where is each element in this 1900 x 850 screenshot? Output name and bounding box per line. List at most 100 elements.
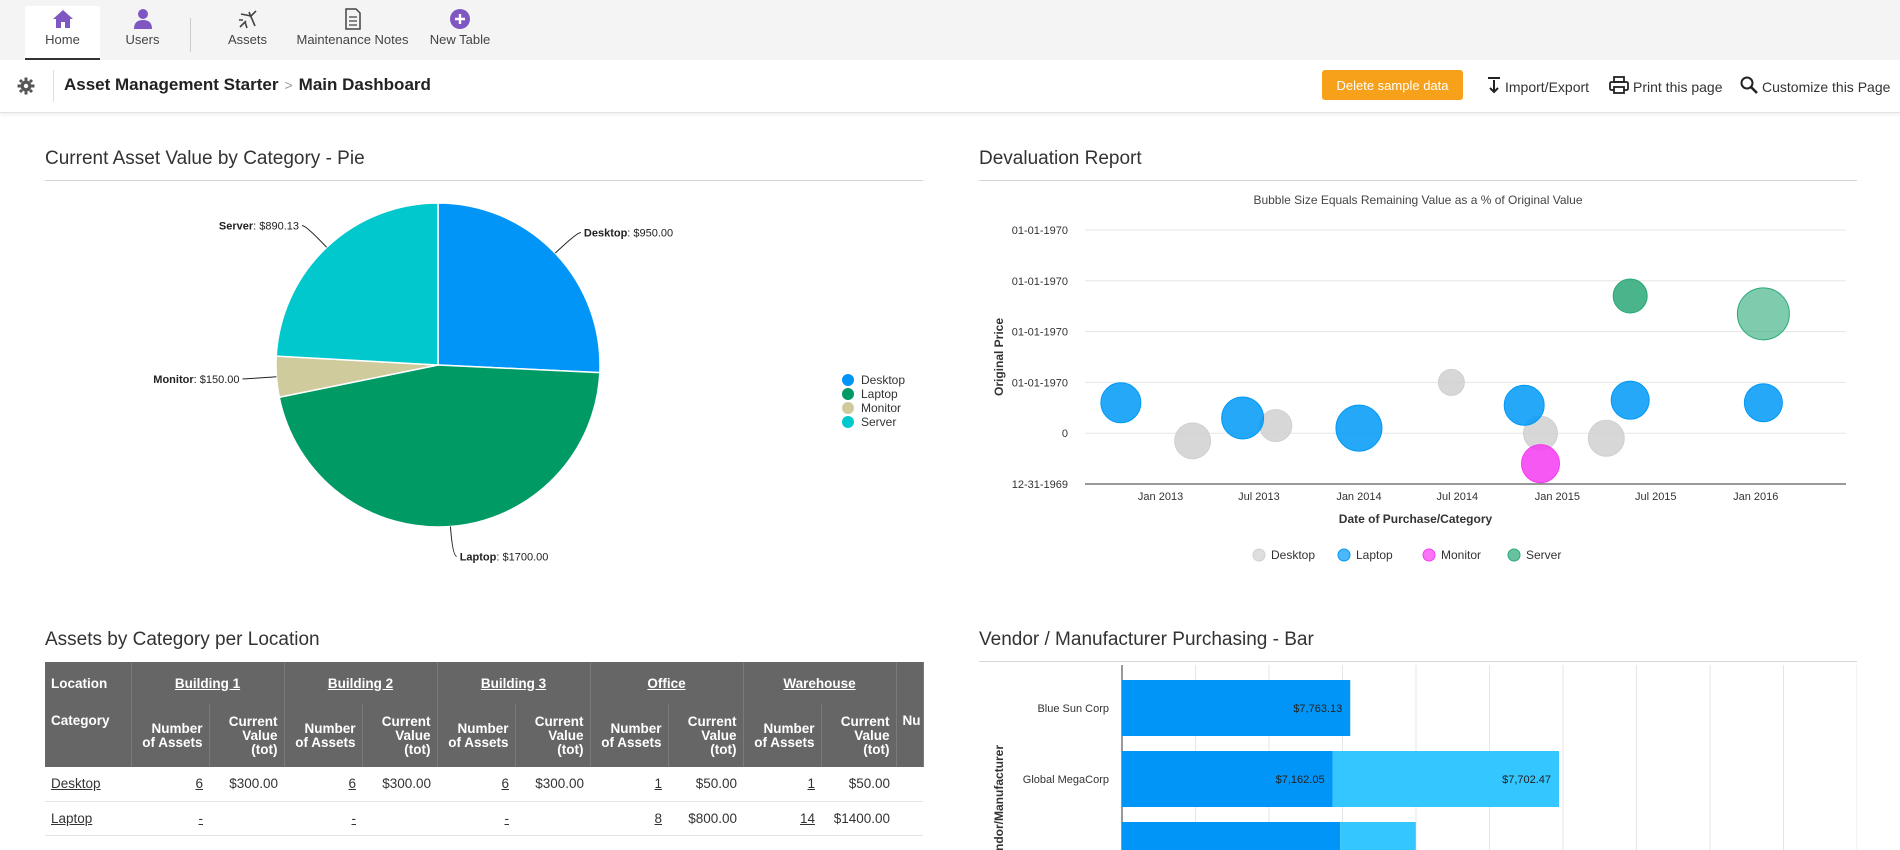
value-header: Current Value (tot) <box>821 704 897 767</box>
nav-home[interactable]: Home <box>25 6 100 60</box>
asset-count-cell[interactable]: 6 <box>131 767 209 802</box>
asset-count-cell[interactable]: - <box>284 801 362 836</box>
pie-legend-label[interactable]: Desktop <box>861 373 905 387</box>
asset-count-link[interactable]: 6 <box>348 776 356 792</box>
pie-legend-label[interactable]: Server <box>861 415 896 429</box>
bubble-laptop[interactable] <box>1610 380 1650 420</box>
print-page-link[interactable]: Print this page <box>1609 76 1723 97</box>
location-building-3[interactable]: Building 3 <box>437 662 591 704</box>
location-link[interactable]: Office <box>647 675 686 691</box>
customize-page-link[interactable]: Customize this Page <box>1740 76 1890 97</box>
gear-icon[interactable] <box>17 77 35 100</box>
bubble-monitor[interactable] <box>1521 444 1561 484</box>
printer-icon <box>1609 76 1629 97</box>
pie-label-monitor: Monitor: $150.00 <box>153 374 239 386</box>
bubble-y-tick: 01-01-1970 <box>1012 327 1068 339</box>
bubble-laptop[interactable] <box>1100 382 1142 424</box>
bubble-laptop[interactable] <box>1503 384 1545 426</box>
bubble-legend-label[interactable]: Desktop <box>1271 548 1315 562</box>
asset-count-link[interactable]: 1 <box>654 776 662 792</box>
location-overflow <box>896 662 924 704</box>
asset-count-link[interactable]: 8 <box>654 810 662 826</box>
location-link[interactable]: Building 1 <box>174 675 241 691</box>
category-header: Category <box>45 704 132 767</box>
bubble-server[interactable] <box>1736 287 1790 341</box>
location-building-2[interactable]: Building 2 <box>284 662 438 704</box>
document-icon <box>344 6 362 32</box>
bar-segment[interactable] <box>1122 751 1333 807</box>
asset-count-link[interactable]: 6 <box>195 776 203 792</box>
bar-segment[interactable] <box>1122 822 1341 850</box>
asset-count-cell[interactable]: 14 <box>743 801 822 836</box>
bar-segment[interactable] <box>1122 680 1351 736</box>
bubble-laptop[interactable] <box>1221 396 1265 440</box>
delete-sample-data-button[interactable]: Delete sample data <box>1322 70 1463 100</box>
page-header: Asset Management Starter > Main Dashboard … <box>0 60 1900 113</box>
search-icon <box>1740 76 1758 97</box>
table-location-header-row: Location Building 1 Building 2 Building … <box>45 662 924 704</box>
location-link[interactable]: Building 2 <box>327 675 394 691</box>
asset-count-link[interactable]: - <box>351 810 357 826</box>
bubble-legend-swatch <box>1507 548 1521 562</box>
category-cell[interactable]: Desktop <box>45 767 131 802</box>
breadcrumb-app[interactable]: Asset Management Starter <box>64 75 279 94</box>
bubble-laptop[interactable] <box>1743 383 1783 423</box>
pie-label-server: Server: $890.13 <box>219 221 299 233</box>
pie-legend-swatch <box>842 416 854 428</box>
pie-legend-label[interactable]: Laptop <box>861 387 898 401</box>
location-warehouse[interactable]: Warehouse <box>743 662 897 704</box>
asset-count-cell[interactable]: 1 <box>590 767 668 802</box>
asset-count-cell[interactable]: - <box>131 801 209 836</box>
pie-slice-desktop[interactable] <box>437 202 601 374</box>
bubble-laptop[interactable] <box>1335 404 1383 452</box>
asset-count-link[interactable]: 14 <box>799 810 816 826</box>
asset-count-cell[interactable]: - <box>437 801 515 836</box>
bubble-legend-label[interactable]: Laptop <box>1356 548 1393 562</box>
airplane-icon <box>237 6 259 32</box>
pie-label-desktop: Desktop: $950.00 <box>584 227 673 239</box>
asset-count-cell[interactable]: 8 <box>590 801 668 836</box>
category-link[interactable]: Laptop <box>51 810 93 826</box>
asset-count-link[interactable]: 1 <box>807 776 816 792</box>
bubble-desktop[interactable] <box>1587 419 1625 457</box>
count-header: Number of Assets <box>284 704 363 767</box>
bubble-legend-label[interactable]: Monitor <box>1441 548 1481 562</box>
bar-category-label: Blue Sun Corp <box>1037 703 1109 715</box>
bubble-y-tick: 12-31-1969 <box>1012 479 1068 491</box>
bubble-desktop[interactable] <box>1259 409 1293 443</box>
pie-slice-server[interactable] <box>275 202 439 366</box>
nav-users[interactable]: Users <box>110 6 175 60</box>
category-cell[interactable]: Laptop <box>45 801 131 836</box>
import-export-link[interactable]: Import/Export <box>1487 76 1589 97</box>
pie-slice-laptop[interactable] <box>278 364 601 528</box>
pie-legend-label[interactable]: Monitor <box>861 401 901 415</box>
count-header: Number of Assets <box>437 704 516 767</box>
nav-new-table[interactable]: New Table <box>425 6 495 60</box>
asset-count-cell[interactable]: 6 <box>284 767 362 802</box>
category-link[interactable]: Desktop <box>51 776 101 792</box>
import-export-label: Import/Export <box>1505 78 1590 95</box>
location-link[interactable]: Building 3 <box>480 675 547 691</box>
count-header: Number of Assets <box>743 704 822 767</box>
asset-count-link[interactable]: 6 <box>501 776 509 792</box>
asset-count-link[interactable]: - <box>504 810 510 826</box>
location-link[interactable]: Warehouse <box>783 675 856 691</box>
location-office[interactable]: Office <box>590 662 744 704</box>
bubble-legend-label[interactable]: Server <box>1526 548 1561 562</box>
location-building-1[interactable]: Building 1 <box>131 662 285 704</box>
plus-circle-icon <box>449 6 471 32</box>
bubble-desktop[interactable] <box>1174 422 1212 460</box>
nav-maintenance-notes[interactable]: Maintenance Notes <box>295 6 410 60</box>
asset-count-link[interactable]: - <box>198 810 204 826</box>
bubble-desktop[interactable] <box>1437 368 1465 396</box>
bubble-server[interactable] <box>1612 278 1648 314</box>
asset-count-cell[interactable]: 6 <box>437 767 515 802</box>
bar-segment[interactable] <box>1340 822 1416 850</box>
asset-count-cell[interactable]: 1 <box>743 767 822 802</box>
user-icon <box>133 6 153 32</box>
current-value-cell: $800.00 <box>668 801 744 836</box>
current-value-cell <box>362 801 437 836</box>
bar-segment[interactable] <box>1332 751 1560 807</box>
nav-home-label: Home <box>45 32 80 47</box>
nav-assets[interactable]: Assets <box>215 6 280 60</box>
